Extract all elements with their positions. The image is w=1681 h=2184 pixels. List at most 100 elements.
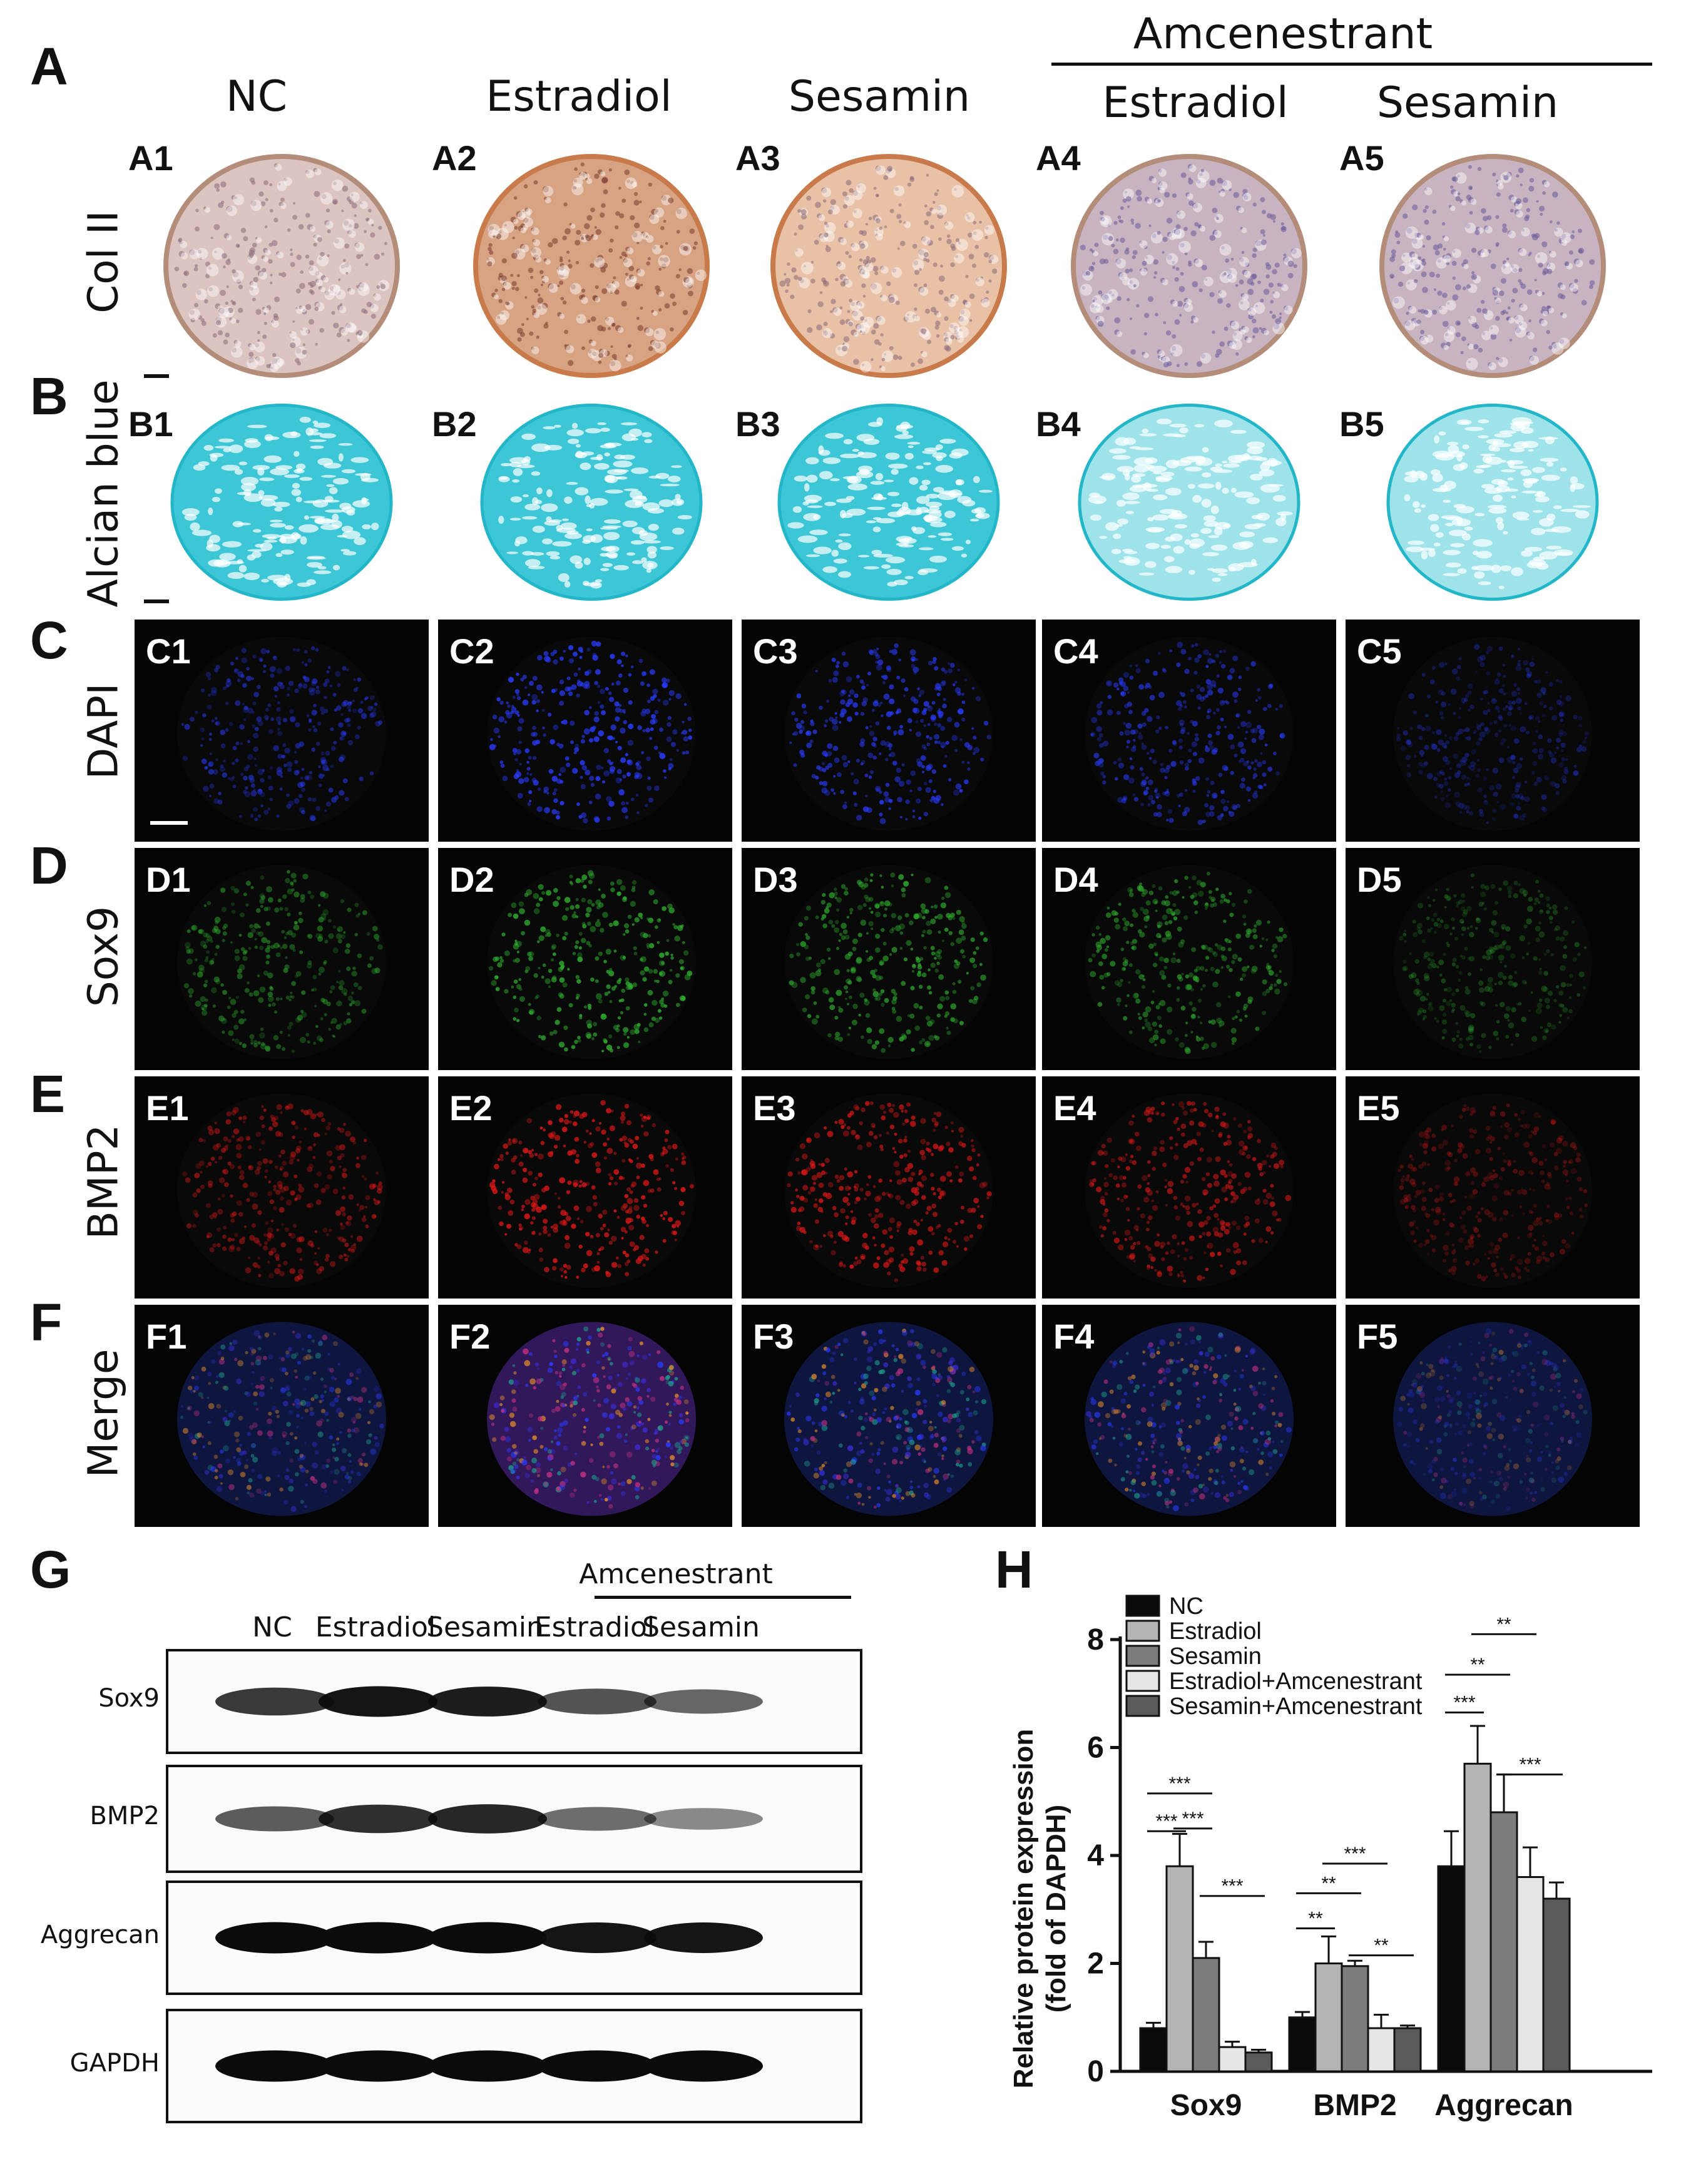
- western-blot-bmp2: [166, 1765, 862, 1873]
- sub-label-b3: B3: [735, 404, 780, 444]
- bar-sox9-1: [1139, 2027, 1168, 2073]
- sub-label-e5: E5: [1357, 1088, 1400, 1128]
- bar-bmp2-2: [1314, 1962, 1343, 2073]
- band-aggrecan-3: [428, 1922, 547, 1954]
- micrograph-b3: [742, 391, 1036, 607]
- western-row-label-aggrecan: Aggrecan: [40, 1920, 160, 1949]
- y-tick-label-0: 0: [1087, 2055, 1104, 2088]
- significance-label-7: ***: [1344, 1844, 1366, 1864]
- sub-label-c2: C2: [449, 631, 494, 671]
- micrograph-e1: [135, 1076, 429, 1299]
- bar-bmp2-1: [1288, 2016, 1317, 2073]
- band-aggrecan-4: [538, 1922, 657, 1953]
- bar-sox9-3: [1192, 1957, 1220, 2073]
- legend-label-1: NC: [1169, 1593, 1203, 1620]
- band-gapdh-4: [538, 2050, 657, 2082]
- y-axis-label-line-2: (fold of DAPDH): [1041, 1805, 1071, 2013]
- bar-sox9-5: [1244, 2051, 1273, 2073]
- western-row-label-sox9: Sox9: [98, 1684, 160, 1713]
- sub-label-d5: D5: [1357, 860, 1402, 899]
- bar-aggrecan-3: [1489, 1811, 1518, 2073]
- column-header-5: Sesamin: [1376, 78, 1559, 128]
- scale-bar-c: [150, 821, 188, 825]
- panel-label-b: B: [30, 367, 68, 426]
- sub-label-c3: C3: [753, 631, 798, 671]
- bar-aggrecan-1: [1437, 1865, 1466, 2073]
- micrograph-e3: [742, 1076, 1036, 1299]
- micrograph-d2: [438, 848, 732, 1070]
- panel-label-a: A: [30, 37, 68, 96]
- y-tick-label-2: 2: [1087, 1947, 1104, 1981]
- panel-label-c: C: [30, 611, 68, 670]
- micrograph-c3: [742, 620, 1036, 842]
- significance-label-11: **: [1496, 1614, 1511, 1635]
- micrograph-c1: [135, 620, 429, 842]
- western-row-label-bmp2: BMP2: [89, 1801, 160, 1830]
- micrograph-b1: [135, 391, 429, 607]
- scale-bar-b: [144, 600, 169, 603]
- bar-aggrecan-5: [1542, 1897, 1571, 2073]
- sub-label-e3: E3: [753, 1088, 796, 1128]
- bar-sox9-4: [1218, 2046, 1247, 2073]
- micrograph-e5: [1346, 1076, 1640, 1299]
- micrograph-d3: [742, 848, 1036, 1070]
- band-sox9-3: [428, 1686, 547, 1717]
- group-title-amcenestrant: Amcenestrant: [1133, 9, 1433, 59]
- micrograph-a4: [1042, 128, 1336, 385]
- legend-swatch-3: [1125, 1645, 1160, 1667]
- western-group-line: [595, 1596, 851, 1599]
- sub-label-f2: F2: [449, 1317, 491, 1356]
- band-bmp2-3: [428, 1804, 547, 1834]
- sub-label-f1: F1: [146, 1317, 187, 1356]
- band-gapdh-1: [215, 2050, 334, 2082]
- y-axis-label-line-1: Relative protein expression: [1008, 1729, 1039, 2089]
- western-lane-4: Estradiol: [534, 1611, 655, 1643]
- legend-label-5: Sesamin+Amcenestrant: [1169, 1693, 1423, 1720]
- sub-label-c4: C4: [1053, 631, 1098, 671]
- panel-label-e: E: [30, 1064, 66, 1123]
- western-blot-gapdh: [166, 2009, 862, 2123]
- bar-aggrecan-4: [1516, 1876, 1545, 2073]
- sub-label-d4: D4: [1053, 860, 1098, 899]
- micrograph-f4: [1042, 1305, 1336, 1527]
- significance-label-6: **: [1321, 1873, 1336, 1894]
- western-lane-2: Estradiol: [315, 1611, 436, 1643]
- sub-label-a4: A4: [1036, 138, 1081, 178]
- band-aggrecan-5: [644, 1922, 763, 1953]
- western-lane-3: Sesamin: [426, 1611, 544, 1643]
- row-label-f: Merge: [79, 1349, 128, 1478]
- sub-label-b2: B2: [432, 404, 477, 444]
- scale-bar-a: [144, 374, 169, 378]
- legend-label-3: Sesamin: [1169, 1643, 1262, 1670]
- x-tick-label-bmp2: BMP2: [1313, 2089, 1396, 2122]
- band-sox9-1: [215, 1687, 334, 1716]
- band-bmp2-5: [644, 1808, 763, 1830]
- sub-label-f4: F4: [1053, 1317, 1095, 1356]
- sub-label-a1: A1: [128, 138, 173, 178]
- sub-label-e4: E4: [1053, 1088, 1096, 1128]
- significance-label-3: ***: [1182, 1809, 1203, 1829]
- micrograph-f1: [135, 1305, 429, 1527]
- western-blot-aggrecan: [166, 1880, 862, 1995]
- band-aggrecan-2: [319, 1922, 437, 1954]
- micrograph-e4: [1042, 1076, 1336, 1299]
- x-tick-label-sox9: Sox9: [1170, 2089, 1242, 2122]
- micrograph-f3: [742, 1305, 1036, 1527]
- band-bmp2-4: [538, 1807, 657, 1831]
- micrograph-c2: [438, 620, 732, 842]
- bar-bmp2-4: [1367, 2027, 1396, 2073]
- significance-label-12: ***: [1519, 1755, 1541, 1775]
- column-header-4: Estradiol: [1102, 78, 1289, 128]
- sub-label-a2: A2: [432, 138, 477, 178]
- band-bmp2-2: [319, 1804, 437, 1834]
- micrograph-c4: [1042, 620, 1336, 842]
- y-tick-label-8: 8: [1087, 1623, 1104, 1656]
- band-sox9-4: [538, 1688, 657, 1715]
- micrograph-f2: [438, 1305, 732, 1527]
- western-group-title: Amcenestrant: [579, 1558, 773, 1590]
- column-header-3: Sesamin: [788, 72, 971, 121]
- y-tick-label-4: 4: [1087, 1839, 1104, 1872]
- sub-label-c1: C1: [146, 631, 191, 671]
- micrograph-e2: [438, 1076, 732, 1299]
- micrograph-d1: [135, 848, 429, 1070]
